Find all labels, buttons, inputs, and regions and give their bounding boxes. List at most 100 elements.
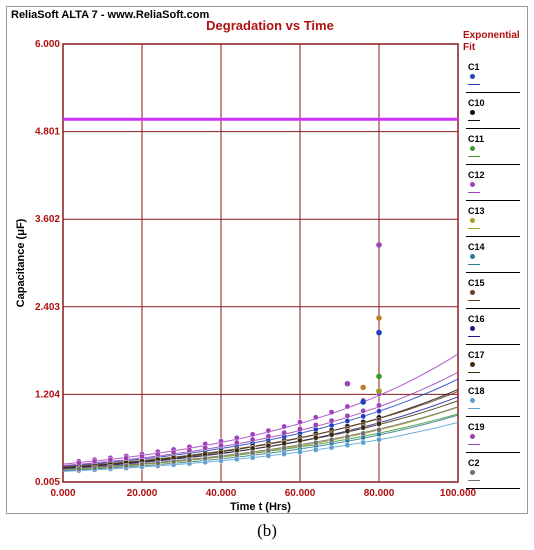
data-point-c17 <box>360 424 367 431</box>
legend-separator <box>466 272 520 273</box>
plot-area <box>62 43 459 483</box>
data-point-c2 <box>297 442 303 449</box>
data-point-c18 <box>265 452 272 459</box>
x-tick-label: 20.000 <box>127 488 158 499</box>
data-point-c2 <box>249 449 256 456</box>
legend-marker <box>470 326 475 331</box>
data-point-c19 <box>186 447 193 454</box>
legend-label: C10 <box>468 98 485 108</box>
legend-entry-c17: C17 <box>466 350 520 386</box>
x-tick-label: 40.000 <box>206 488 237 499</box>
legend-separator <box>466 236 520 237</box>
data-point-c12 <box>297 419 303 425</box>
data-point-c12 <box>281 423 288 430</box>
legend-label: C19 <box>468 422 485 432</box>
data-point-c19 <box>139 453 145 460</box>
data-point-c2 <box>265 447 272 454</box>
y-tick-label: 6.000 <box>35 39 60 50</box>
data-point-c2 <box>154 460 161 466</box>
data-point-c19 <box>123 455 129 462</box>
data-point-c19 <box>328 417 335 424</box>
legend-entry-c1: C1 <box>466 62 520 98</box>
legend-label: C2 <box>468 458 480 468</box>
y-tick-label: 1.204 <box>35 389 60 400</box>
legend-separator <box>466 416 520 417</box>
y-tick-label: 2.403 <box>35 302 60 313</box>
legend-separator <box>466 164 520 165</box>
legend-separator <box>466 488 520 489</box>
legend-marker <box>470 74 475 79</box>
data-point-c19 <box>107 456 114 463</box>
data-point-c19 <box>218 442 224 449</box>
legend-entry-c10: C10 <box>466 98 520 134</box>
data-point-c18 <box>360 439 367 446</box>
data-point-c18 <box>249 454 256 461</box>
data-point-c19 <box>360 407 367 414</box>
legend-label: C1 <box>468 62 480 72</box>
data-point-c17 <box>328 431 335 438</box>
data-point-c19 <box>376 402 382 409</box>
legend-line-sample <box>468 444 480 445</box>
data-point-c19 <box>297 426 303 432</box>
data-point-c2 <box>202 455 208 462</box>
data-point-c19 <box>249 436 256 443</box>
data-point-c2 <box>312 439 319 446</box>
fit-line-c12 <box>62 353 459 465</box>
y-tick-label: 0.005 <box>35 477 60 488</box>
data-point-c1 <box>344 418 351 424</box>
data-point-c12 <box>249 431 256 438</box>
data-point-c18 <box>328 444 335 451</box>
legend-separator <box>466 452 520 453</box>
fit-line-c19 <box>62 371 459 467</box>
legend-label: C13 <box>468 206 485 216</box>
legend-marker <box>470 362 475 367</box>
legend-line-sample <box>468 480 480 481</box>
legend-entry-c13: C13 <box>466 206 520 242</box>
data-point-c2 <box>233 451 240 458</box>
data-point-outlier <box>376 315 382 321</box>
legend-separator <box>466 308 520 309</box>
legend-line-sample <box>468 120 480 121</box>
legend-label: C18 <box>468 386 485 396</box>
data-point-outlier <box>360 399 367 405</box>
data-point-c17 <box>312 434 319 441</box>
data-point-c2 <box>76 466 82 472</box>
legend-entry-c2: C2 <box>466 458 520 494</box>
data-point-outlier <box>376 242 382 248</box>
data-point-c2 <box>376 426 382 433</box>
data-point-c19 <box>233 439 240 446</box>
data-point-c1 <box>376 408 382 415</box>
legend-label: C14 <box>468 242 485 252</box>
legend-separator <box>466 128 520 129</box>
legend-marker <box>470 110 475 115</box>
data-point-c2 <box>170 458 177 465</box>
x-tick-label: 100.000 <box>440 488 477 499</box>
data-point-c12 <box>312 414 319 421</box>
data-point-c2 <box>123 462 129 469</box>
legend-entry-c19: C19 <box>466 422 520 458</box>
legend-line-sample <box>468 192 480 193</box>
data-point-c12 <box>265 427 272 434</box>
data-point-c17 <box>376 420 382 427</box>
data-point-c2 <box>91 465 98 471</box>
data-point-c1 <box>360 413 367 420</box>
data-point-c19 <box>281 429 288 436</box>
data-point-outlier <box>376 388 382 394</box>
x-tick-label: 80.000 <box>364 488 395 499</box>
data-point-c2 <box>281 445 288 451</box>
data-point-c2 <box>139 461 145 468</box>
y-axis-label: Capacitance (μF) <box>15 218 27 307</box>
legend-line-sample <box>468 408 480 409</box>
legend-entry-c16: C16 <box>466 314 520 350</box>
y-tick-label: 4.801 <box>35 127 60 138</box>
data-point-c17 <box>297 437 303 444</box>
data-point-c19 <box>312 422 319 428</box>
data-point-c12 <box>328 409 335 415</box>
legend-line-sample <box>468 84 480 85</box>
legend-separator <box>466 200 520 201</box>
data-point-c2 <box>218 453 224 460</box>
data-point-c19 <box>91 458 98 465</box>
x-axis-label: Time t (Hrs) <box>230 501 291 513</box>
legend-marker <box>470 182 475 187</box>
